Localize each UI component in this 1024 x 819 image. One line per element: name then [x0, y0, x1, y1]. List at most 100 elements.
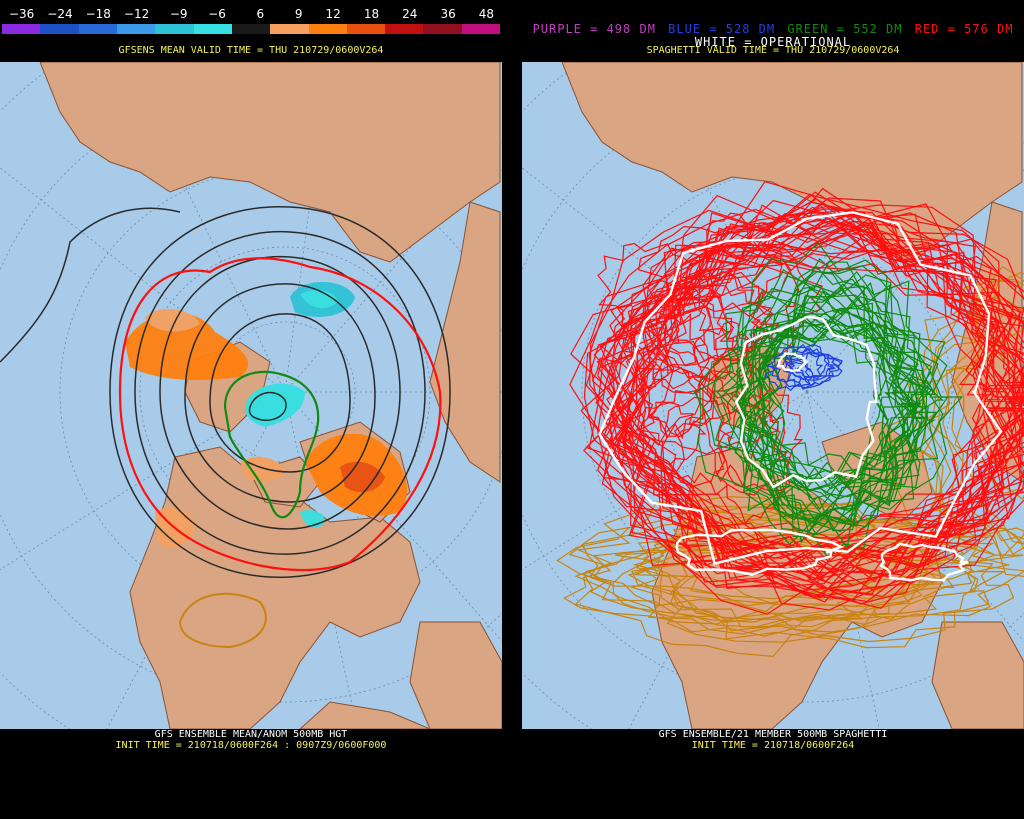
spaghetti-orange-contour — [630, 541, 955, 635]
spaghetti-orange-contour — [574, 503, 963, 625]
spaghetti-red-contour — [638, 369, 713, 437]
spaghetti-green-contour — [752, 285, 902, 558]
colorbar-label: 36 — [440, 7, 456, 21]
spaghetti-red-contour — [625, 218, 1024, 574]
legend-green: GREEN = 552 DM — [787, 22, 903, 36]
spaghetti-red-contour — [658, 270, 773, 367]
spaghetti-blue-contour — [784, 348, 839, 381]
ensemble-mean-panel: −36 −24 −18 −12 −9 −6 6 9 12 18 24 36 48 GFSENS MEAN… — [0, 0, 502, 819]
spaghetti-red-contour — [638, 224, 792, 313]
legend-blue: BLUE = 528 DM — [668, 22, 776, 36]
colorbar-swatch — [116, 24, 156, 34]
colorbar-swatch — [423, 24, 462, 34]
spaghetti-green-contour — [728, 317, 936, 523]
spaghetti-orange-contour — [669, 533, 990, 649]
colorbar-swatch — [2, 24, 41, 34]
spaghetti-red-contour — [622, 402, 707, 466]
spaghetti-green-contour — [697, 283, 938, 546]
colorbar-swatch — [155, 24, 194, 34]
colorbar-label: 48 — [478, 7, 495, 21]
colorbar-swatch — [231, 24, 271, 34]
left-subtitle: GFSENS MEAN VALID TIME = THU 210729/0600… — [118, 45, 384, 56]
spaghetti-red-contour — [620, 206, 1009, 584]
colorbar-swatch — [40, 24, 79, 34]
spaghetti-red-contour — [599, 205, 1024, 560]
spaghetti-red-contour — [669, 284, 766, 362]
spaghetti-red-contour — [618, 242, 1024, 559]
right-subtitle: SPAGHETTI VALID TIME = THU 210729/0600V2… — [646, 45, 900, 56]
colorbar-swatch — [346, 24, 386, 34]
spaghetti-panel: PURPLE = 498 DM BLUE = 528 DM GREEN = 55… — [522, 0, 1024, 819]
spaghetti-red-contour — [602, 212, 1024, 584]
colorbar-label: 9 — [294, 7, 303, 21]
operational-552-contour — [734, 315, 878, 489]
ensemble-mean-map — [0, 62, 502, 729]
colorbar-label: −12 — [123, 7, 150, 21]
spaghetti-green-contour — [714, 313, 944, 482]
spaghetti-red-contour — [588, 204, 1024, 599]
spaghetti-red-contour — [611, 237, 1024, 579]
colorbar-label: −36 — [8, 7, 35, 21]
spaghetti-legend: PURPLE = 498 DM BLUE = 528 DM GREEN = 55… — [522, 22, 1024, 36]
spaghetti-red-contour — [639, 313, 710, 440]
colorbar-swatch — [193, 24, 232, 34]
colorbar-label: −6 — [208, 7, 226, 21]
colorbar-label: 24 — [402, 7, 418, 21]
spaghetti-blue-contour — [766, 343, 844, 389]
operational-orange-contour — [879, 542, 969, 582]
spaghetti-red-contour — [588, 208, 1024, 582]
spaghetti-red-contour — [602, 217, 1024, 609]
spaghetti-orange-contour — [934, 278, 1024, 550]
spaghetti-green-contour — [735, 295, 944, 492]
spaghetti-red-contour — [641, 271, 780, 383]
colorbar-label: 6 — [256, 7, 265, 21]
right-footer-line2: INIT TIME = 210718/0600F264 — [691, 740, 855, 751]
spaghetti-green-contour — [758, 261, 913, 550]
colorbar-label: 18 — [363, 7, 380, 21]
spaghetti-orange-contour — [931, 280, 1024, 495]
spaghetti-green-contour — [720, 269, 949, 532]
spaghetti-red-contour — [582, 261, 1024, 583]
spaghetti-orange-contour — [921, 311, 1024, 545]
colorbar-swatch — [308, 24, 347, 34]
spaghetti-red-contour — [636, 215, 1024, 555]
spaghetti-green-contour — [716, 241, 927, 520]
spaghetti-orange-contour — [886, 350, 1024, 539]
colorbar-label: −9 — [169, 7, 188, 21]
spaghetti-red-contour — [580, 228, 1013, 587]
colorbar-swatch — [461, 24, 501, 34]
colorbar-labels: −36 −24 −18 −12 −9 −6 6 9 12 18 24 36 48 — [2, 7, 500, 21]
spaghetti-red-contour — [627, 249, 1024, 577]
spaghetti-red-contour — [613, 280, 712, 371]
spaghetti-red-contour — [591, 347, 701, 446]
right-footer-line1: GFS ENSEMBLE/21 MEMBER 500MB SPAGHETTI — [658, 729, 888, 740]
spaghetti-red-contour — [597, 242, 694, 329]
colorbar-swatch — [270, 24, 309, 34]
spaghetti-orange-contour — [906, 265, 1024, 558]
spaghetti-red-contour — [702, 212, 783, 317]
spaghetti-map — [522, 62, 1024, 729]
anomaly-colorbar — [2, 24, 501, 34]
spaghetti-green-contour — [760, 307, 922, 506]
spaghetti-blue-contour — [770, 356, 812, 384]
spaghetti-green-contour — [736, 326, 918, 492]
operational-576-contour — [598, 211, 1003, 566]
spaghetti-green-contour — [744, 325, 918, 490]
spaghetti-red-contour — [717, 387, 804, 492]
legend-purple: PURPLE = 498 DM — [532, 22, 656, 36]
operational-528-contour — [776, 352, 809, 373]
left-footer-line1: GFS ENSEMBLE MEAN/ANOM 500MB HGT — [154, 729, 348, 740]
spaghetti-red-contour — [602, 204, 1024, 597]
spaghetti-orange-contour — [951, 306, 1024, 545]
spaghetti-orange-contour — [948, 296, 1024, 500]
spaghetti-red-contour — [612, 227, 1024, 591]
operational-orange-contour — [675, 528, 845, 576]
legend-red: RED = 576 DM — [914, 22, 1014, 36]
colorbar-label: −18 — [85, 7, 111, 21]
left-footer-line2: INIT TIME = 210718/0600F264 : 0907Z9/060… — [115, 740, 387, 751]
colorbar-label: −24 — [47, 7, 73, 21]
spaghetti-green-contour — [736, 265, 892, 536]
panel-gap — [502, 0, 522, 819]
spaghetti-green-contour — [743, 270, 924, 532]
spaghetti-red-contour — [630, 295, 740, 390]
